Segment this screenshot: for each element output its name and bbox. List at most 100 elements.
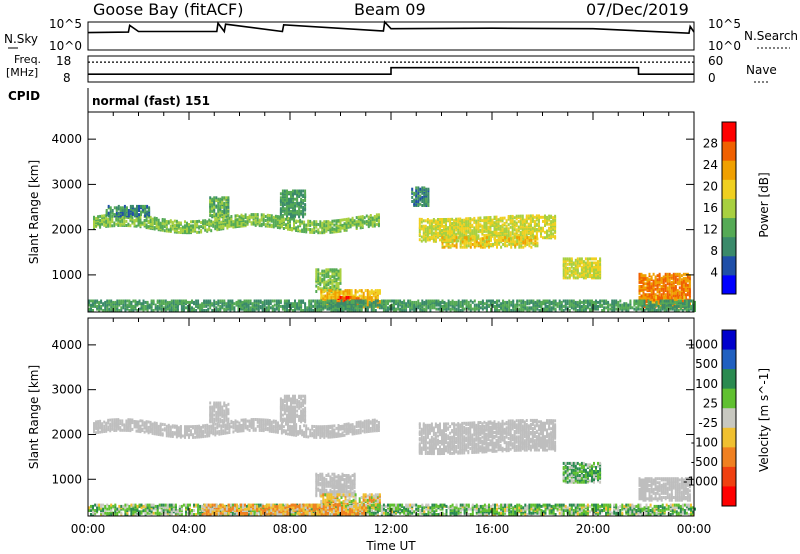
scatter-cell	[98, 300, 101, 304]
scatter-cell	[343, 297, 346, 301]
scatter-cell	[238, 215, 241, 219]
scatter-cell	[417, 302, 420, 306]
scatter-cell	[274, 223, 277, 226]
scatter-cell	[455, 232, 458, 236]
scatter-cell	[548, 299, 551, 303]
scatter-cell	[423, 186, 426, 190]
scatter-cell	[323, 224, 326, 228]
scatter-cell	[356, 304, 359, 308]
scatter-cell	[309, 224, 312, 227]
scatter-cell	[497, 218, 500, 222]
scatter-cell	[266, 213, 269, 217]
scatter-cell	[106, 299, 109, 303]
scatter-cell	[509, 231, 512, 235]
scatter-cell	[521, 217, 524, 221]
scatter-cell	[328, 299, 331, 303]
scatter-cell	[260, 218, 263, 222]
scatter-cell	[236, 218, 239, 222]
scatter-cell	[343, 218, 346, 222]
scatter-cell	[326, 304, 329, 308]
scatter-cell	[595, 268, 597, 272]
scatter-cell	[430, 230, 433, 234]
scatter-cell	[382, 299, 385, 303]
scatter-cell	[572, 299, 575, 303]
scatter-cell	[364, 306, 367, 310]
scatter-cell	[329, 280, 332, 284]
scatter-cell	[552, 220, 555, 224]
scatter-cell	[483, 234, 486, 237]
scatter-cell	[362, 299, 365, 303]
scatter-cell	[329, 228, 332, 232]
scatter-cell	[522, 299, 525, 303]
scatter-cell	[576, 273, 579, 277]
scatter-cell	[111, 209, 114, 212]
scatter-cell	[214, 224, 217, 228]
scatter-cell	[148, 206, 151, 210]
scatter-cell	[566, 269, 569, 273]
scatter-cell	[327, 287, 330, 291]
scatter-cell	[564, 272, 567, 276]
scatter-cell	[212, 224, 215, 228]
scatter-cell	[160, 299, 163, 303]
scatter-cell	[102, 309, 105, 312]
scatter-cell	[489, 225, 492, 229]
scatter-cell	[150, 309, 153, 312]
scatter-cell	[230, 223, 233, 227]
scatter-cell	[115, 211, 118, 215]
scatter-cell	[338, 302, 341, 306]
scatter-cell	[554, 214, 557, 218]
scatter-cell	[672, 276, 675, 280]
scatter-cell	[449, 217, 452, 221]
scatter-cell	[108, 299, 111, 303]
scatter-cell	[574, 258, 577, 262]
scatter-cell	[120, 306, 123, 310]
scatter-cell	[477, 300, 480, 304]
scatter-cell	[497, 222, 500, 226]
scatter-cell	[451, 230, 454, 233]
scatter-cell	[236, 223, 239, 227]
scatter-cell	[662, 275, 665, 279]
scatter-cell	[219, 211, 222, 215]
scatter-cell	[288, 201, 290, 205]
scatter-cell	[540, 300, 543, 304]
scatter-cell	[328, 306, 331, 310]
scatter-cell	[325, 268, 328, 272]
scatter-cell	[443, 231, 445, 235]
scatter-cell	[505, 219, 508, 223]
scatter-cell	[368, 290, 371, 294]
scatter-cell	[514, 307, 517, 311]
scatter-cell	[367, 215, 370, 219]
scatter-cell	[141, 221, 144, 225]
scatter-cell	[481, 228, 484, 232]
scatter-cell	[167, 220, 170, 224]
scatter-cell	[619, 299, 622, 303]
scatter-cell	[125, 213, 128, 217]
scatter-cell	[467, 236, 470, 240]
scatter-cell	[399, 307, 402, 311]
scatter-cell	[331, 222, 334, 226]
scatter-cell	[328, 302, 331, 306]
scatter-cell	[451, 299, 454, 303]
scatter-cell	[672, 283, 675, 287]
scatter-cell	[224, 218, 227, 222]
scatter-cell	[595, 302, 597, 306]
scatter-cell	[491, 233, 494, 237]
scatter-cell	[336, 304, 339, 308]
scatter-cell	[459, 303, 462, 307]
scatter-cell	[426, 237, 429, 240]
scatter-cell	[217, 302, 220, 306]
scatter-cell	[290, 209, 292, 213]
scatter-cell	[617, 300, 620, 304]
scatter-cell	[434, 219, 437, 223]
scatter-cell	[166, 300, 169, 304]
scatter-cell	[330, 299, 333, 303]
scatter-cell	[197, 299, 200, 303]
scatter-cell	[122, 303, 125, 307]
scatter-cell	[441, 232, 443, 236]
scatter-cell	[536, 241, 539, 245]
scatter-cell	[517, 225, 520, 229]
scatter-cell	[655, 300, 658, 304]
scatter-cell	[461, 303, 464, 307]
scatter-cell	[298, 189, 301, 193]
scatter-cell	[315, 229, 318, 233]
